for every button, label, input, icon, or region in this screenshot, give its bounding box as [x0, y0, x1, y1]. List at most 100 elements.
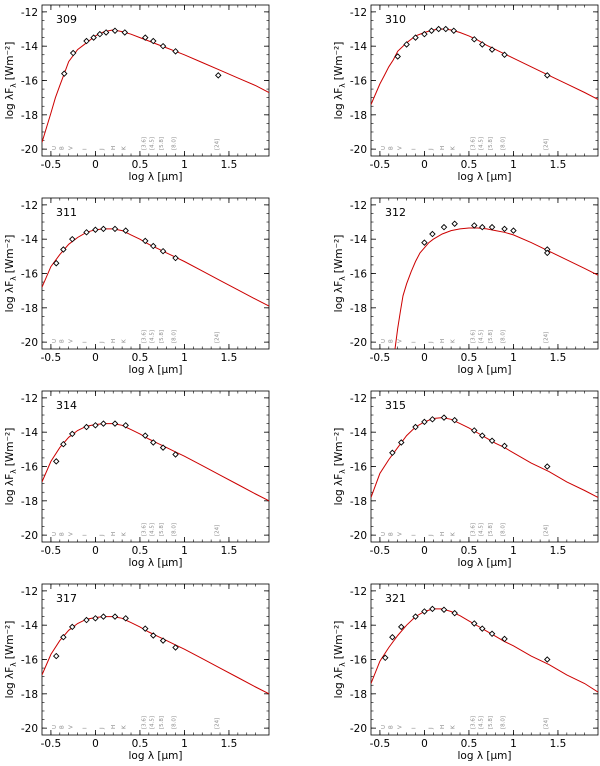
x-tick-label: 1.5 — [221, 738, 238, 750]
x-tick-label: 0 — [92, 545, 99, 557]
x-tick-label: 1.5 — [550, 159, 567, 171]
y-label-subscript: λ — [338, 662, 347, 667]
band-label: H — [440, 725, 446, 729]
data-point — [60, 440, 67, 448]
data-point — [83, 37, 90, 45]
x-axis-label: log λ [μm] — [129, 171, 183, 183]
data-point — [451, 416, 458, 424]
plot-frame — [370, 390, 599, 543]
x-tick-label: 1 — [181, 738, 188, 750]
data-point — [421, 239, 428, 246]
data-point — [488, 46, 496, 53]
band-label: [3.6] — [470, 716, 476, 729]
band-label: [24] — [543, 718, 549, 729]
y-tick-label: -12 — [350, 586, 367, 598]
data-point — [150, 632, 157, 639]
y-tick-label: -12 — [21, 200, 38, 212]
data-point — [142, 34, 149, 41]
band-label: [3.6] — [141, 330, 147, 343]
x-tick-label: 1.5 — [221, 352, 238, 364]
band-label: U — [381, 146, 387, 150]
band-label: [5.8] — [488, 716, 494, 729]
data-point — [83, 616, 90, 624]
model-sed-line — [42, 228, 269, 307]
band-label: K — [122, 532, 128, 536]
y-label-main: log λF — [333, 88, 345, 120]
y-label-unit: [Wm⁻²] — [4, 428, 16, 467]
data-point — [382, 654, 389, 662]
band-label: [8.0] — [172, 330, 178, 343]
y-tick-label: -14 — [350, 234, 367, 246]
y-label-main: log λF — [333, 474, 345, 506]
data-point — [100, 225, 107, 233]
y-tick-label: -14 — [350, 620, 367, 632]
band-label: I — [83, 341, 89, 343]
y-label-main: log λF — [4, 281, 16, 313]
data-point — [428, 27, 435, 34]
band-label: [24] — [214, 718, 220, 729]
band-label: [5.8] — [488, 523, 494, 536]
model-sed-line — [371, 417, 598, 498]
plot-frame — [41, 583, 270, 736]
band-label: J — [99, 727, 105, 730]
band-label: [3.6] — [470, 330, 476, 343]
band-label: B — [388, 339, 394, 343]
y-label-subscript: λ — [9, 662, 18, 667]
model-sed-line — [394, 227, 598, 349]
data-point — [501, 225, 508, 233]
data-point — [142, 432, 149, 439]
y-tick-label: -20 — [21, 530, 38, 542]
x-tick-label: 1.5 — [550, 352, 567, 364]
band-label: [4.5] — [478, 523, 484, 536]
data-point — [69, 49, 77, 57]
band-label: [4.5] — [478, 137, 484, 150]
x-tick-label: 0 — [92, 738, 99, 750]
data-point — [398, 623, 405, 631]
x-tick-label: -0.5 — [41, 545, 62, 557]
y-tick-label: -16 — [350, 269, 367, 281]
band-label: H — [440, 146, 446, 150]
panel-311: -0.5 0 0.5 1 1.5-12-14-16-18-20 U B V I J H K [3.6][… — [4, 197, 270, 376]
data-point — [389, 633, 396, 641]
band-label: [24] — [214, 139, 220, 150]
band-label: J — [99, 341, 105, 344]
band-label: K — [122, 725, 128, 729]
x-tick-label: 0 — [421, 159, 428, 171]
band-label: I — [412, 148, 418, 150]
band-label: [5.8] — [159, 523, 165, 536]
x-axis-label: log λ [μm] — [458, 171, 512, 183]
band-label: [8.0] — [501, 523, 507, 536]
band-label: V — [397, 146, 403, 150]
plot-frame — [41, 4, 270, 157]
panel-label: 314 — [56, 399, 77, 412]
x-axis-label: log λ [μm] — [458, 364, 512, 376]
band-label: I — [412, 727, 418, 729]
band-label: [24] — [543, 332, 549, 343]
band-label: [4.5] — [478, 330, 484, 343]
band-label: [24] — [214, 332, 220, 343]
data-point — [471, 620, 478, 627]
data-point — [150, 37, 157, 45]
y-tick-label: -20 — [350, 530, 367, 542]
data-point — [440, 606, 448, 613]
band-label: H — [111, 725, 117, 729]
y-tick-label: -20 — [350, 723, 367, 735]
data-point — [440, 223, 448, 231]
data-point — [421, 418, 428, 426]
y-label-main: log λF — [333, 281, 345, 313]
x-tick-label: 0.5 — [132, 738, 149, 750]
band-label: H — [440, 339, 446, 343]
x-tick-label: 1 — [181, 352, 188, 364]
y-tick-label: -14 — [21, 427, 38, 439]
band-label: [24] — [543, 139, 549, 150]
data-point — [479, 625, 486, 632]
x-axis-label: log λ [μm] — [458, 557, 512, 569]
x-tick-label: 0.5 — [132, 545, 149, 557]
data-point — [92, 615, 99, 622]
data-point — [122, 227, 129, 234]
data-point — [451, 220, 458, 227]
model-sed-line — [371, 28, 598, 105]
data-point — [53, 259, 60, 267]
x-axis-label: log λ [μm] — [129, 557, 183, 569]
y-tick-label: -18 — [21, 689, 38, 701]
